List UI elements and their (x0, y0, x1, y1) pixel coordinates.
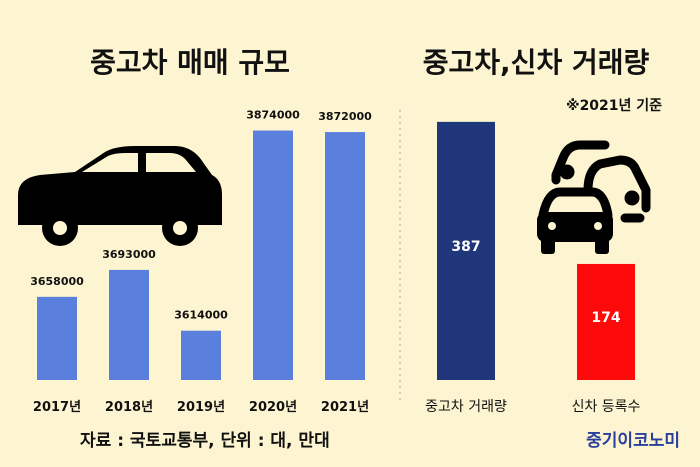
bar-value-label: 3614000 (174, 309, 228, 322)
source-note: 자료 : 국토교통부, 단위 : 대, 만대 (80, 431, 330, 451)
x-tick-label: 2019년 (177, 400, 225, 415)
brand-logo: 중기이코노미 (586, 431, 680, 451)
bar-신차 등록수 (577, 263, 635, 380)
x-tick-label: 신차 등록수 (572, 399, 641, 415)
bar-value-label: 3693000 (102, 248, 156, 261)
x-tick-label: 2017년 (33, 400, 81, 415)
x-tick-label: 2018년 (105, 400, 153, 415)
bar-value-label: 3872000 (318, 110, 372, 123)
bar-2020년 (253, 130, 293, 380)
bar-2018년 (109, 269, 149, 380)
x-tick-label: 2020년 (249, 400, 297, 415)
bar-value-label: 387 (451, 239, 480, 255)
left-chart-title: 중고차 매매 규모 (90, 46, 290, 79)
bar-value-label: 174 (591, 310, 620, 326)
x-tick-label: 2021년 (321, 400, 369, 415)
bar-중고차 거래량 (437, 121, 495, 380)
car-icon (18, 146, 222, 246)
bar-value-label: 3874000 (246, 109, 300, 122)
traffic-cars-icon (538, 140, 651, 223)
bar-value-label: 3658000 (30, 275, 84, 288)
bar-2019년 (181, 330, 221, 380)
bar-2021년 (325, 132, 365, 380)
right-chart-title: 중고차,신차 거래량 (423, 46, 650, 79)
bar-2017년 (37, 296, 77, 380)
x-tick-label: 중고차 거래량 (425, 399, 507, 415)
right-chart-subtitle: ※2021년 기준 (566, 98, 662, 114)
front-car-icon (537, 212, 613, 254)
